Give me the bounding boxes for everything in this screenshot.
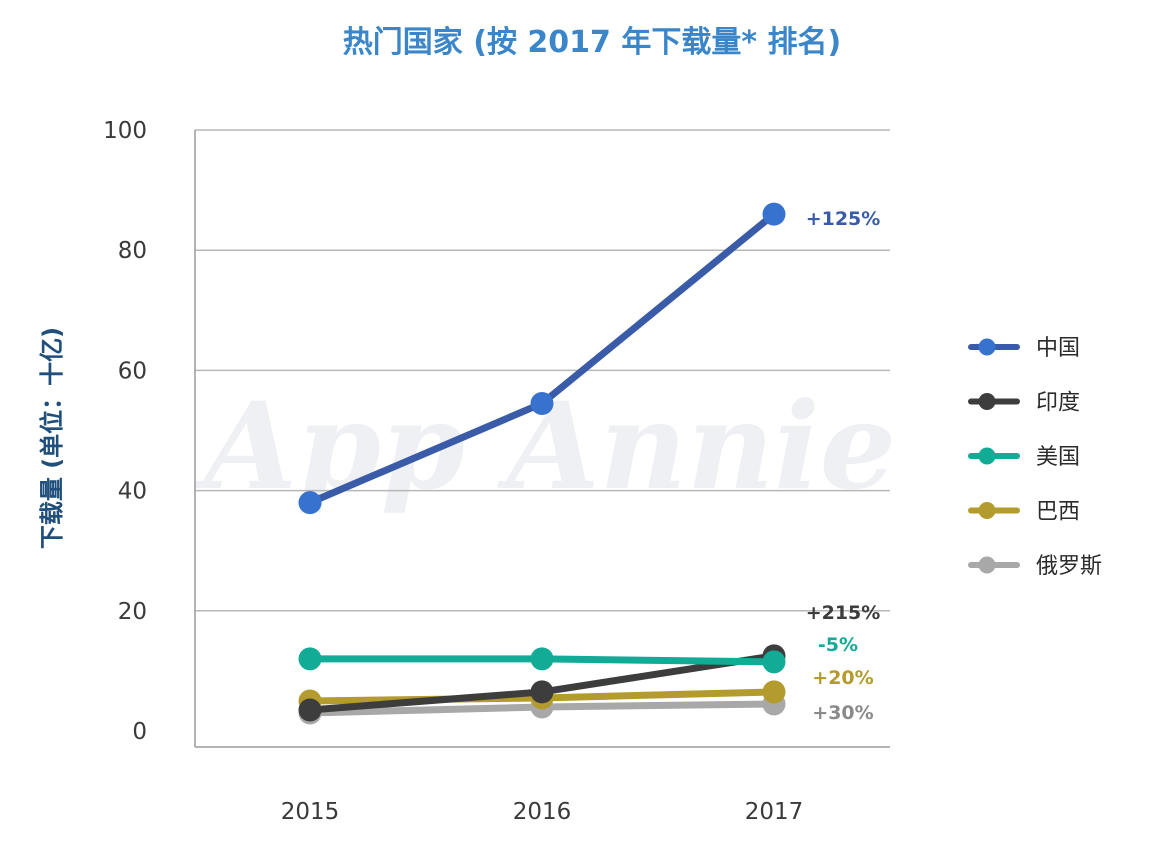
change-labels: +125% +215% -5% +20% +30%	[806, 208, 881, 724]
legend-item: 美国	[968, 445, 1080, 470]
y-tick-label: 100	[103, 118, 147, 144]
legend-label: 美国	[1036, 445, 1080, 470]
change-label: +20%	[812, 667, 873, 689]
change-label: +125%	[806, 208, 881, 230]
x-tick-label: 2016	[513, 799, 572, 825]
x-axis-ticks: 2015 2016 2017	[281, 799, 804, 825]
series-美国	[298, 647, 786, 674]
change-label: -5%	[818, 634, 858, 656]
data-point	[530, 647, 554, 671]
y-tick-label: 40	[118, 479, 147, 505]
change-label: +215%	[806, 602, 881, 624]
legend-marker	[978, 502, 996, 519]
y-tick-label: 0	[132, 719, 147, 745]
legend-marker	[978, 338, 996, 356]
legend-marker	[978, 447, 996, 465]
x-tick-label: 2015	[281, 799, 340, 825]
data-point	[762, 650, 786, 674]
chart-title: 热门国家 (按 2017 年下载量* 排名)	[343, 25, 841, 60]
legend-label: 巴西	[1036, 500, 1080, 525]
y-tick-label: 80	[118, 238, 147, 264]
data-point	[298, 491, 322, 515]
legend-item: 俄罗斯	[968, 554, 1102, 579]
series-中国	[298, 202, 786, 515]
legend-label: 俄罗斯	[1036, 554, 1102, 579]
y-tick-label: 20	[118, 599, 147, 625]
change-label: +30%	[812, 702, 873, 724]
series-lines	[298, 202, 786, 725]
data-point	[762, 680, 786, 704]
y-axis-label: 下载量 (单位：十亿)	[38, 327, 66, 549]
y-tick-label: 60	[118, 358, 147, 384]
data-point	[762, 202, 786, 226]
legend-marker	[978, 393, 996, 410]
x-tick-label: 2017	[745, 799, 804, 825]
grid-lines	[194, 129, 890, 748]
legend-item: 巴西	[968, 500, 1080, 525]
data-point	[298, 647, 322, 671]
legend-label: 印度	[1036, 391, 1080, 416]
legend-item: 印度	[968, 391, 1080, 416]
data-point	[530, 391, 554, 415]
legend-label: 中国	[1036, 336, 1080, 361]
data-point	[530, 680, 554, 704]
legend-item: 中国	[968, 336, 1080, 361]
data-point	[298, 698, 322, 722]
y-axis-ticks: 0 20 40 60 80 100	[103, 118, 147, 745]
legend-marker	[978, 556, 996, 574]
